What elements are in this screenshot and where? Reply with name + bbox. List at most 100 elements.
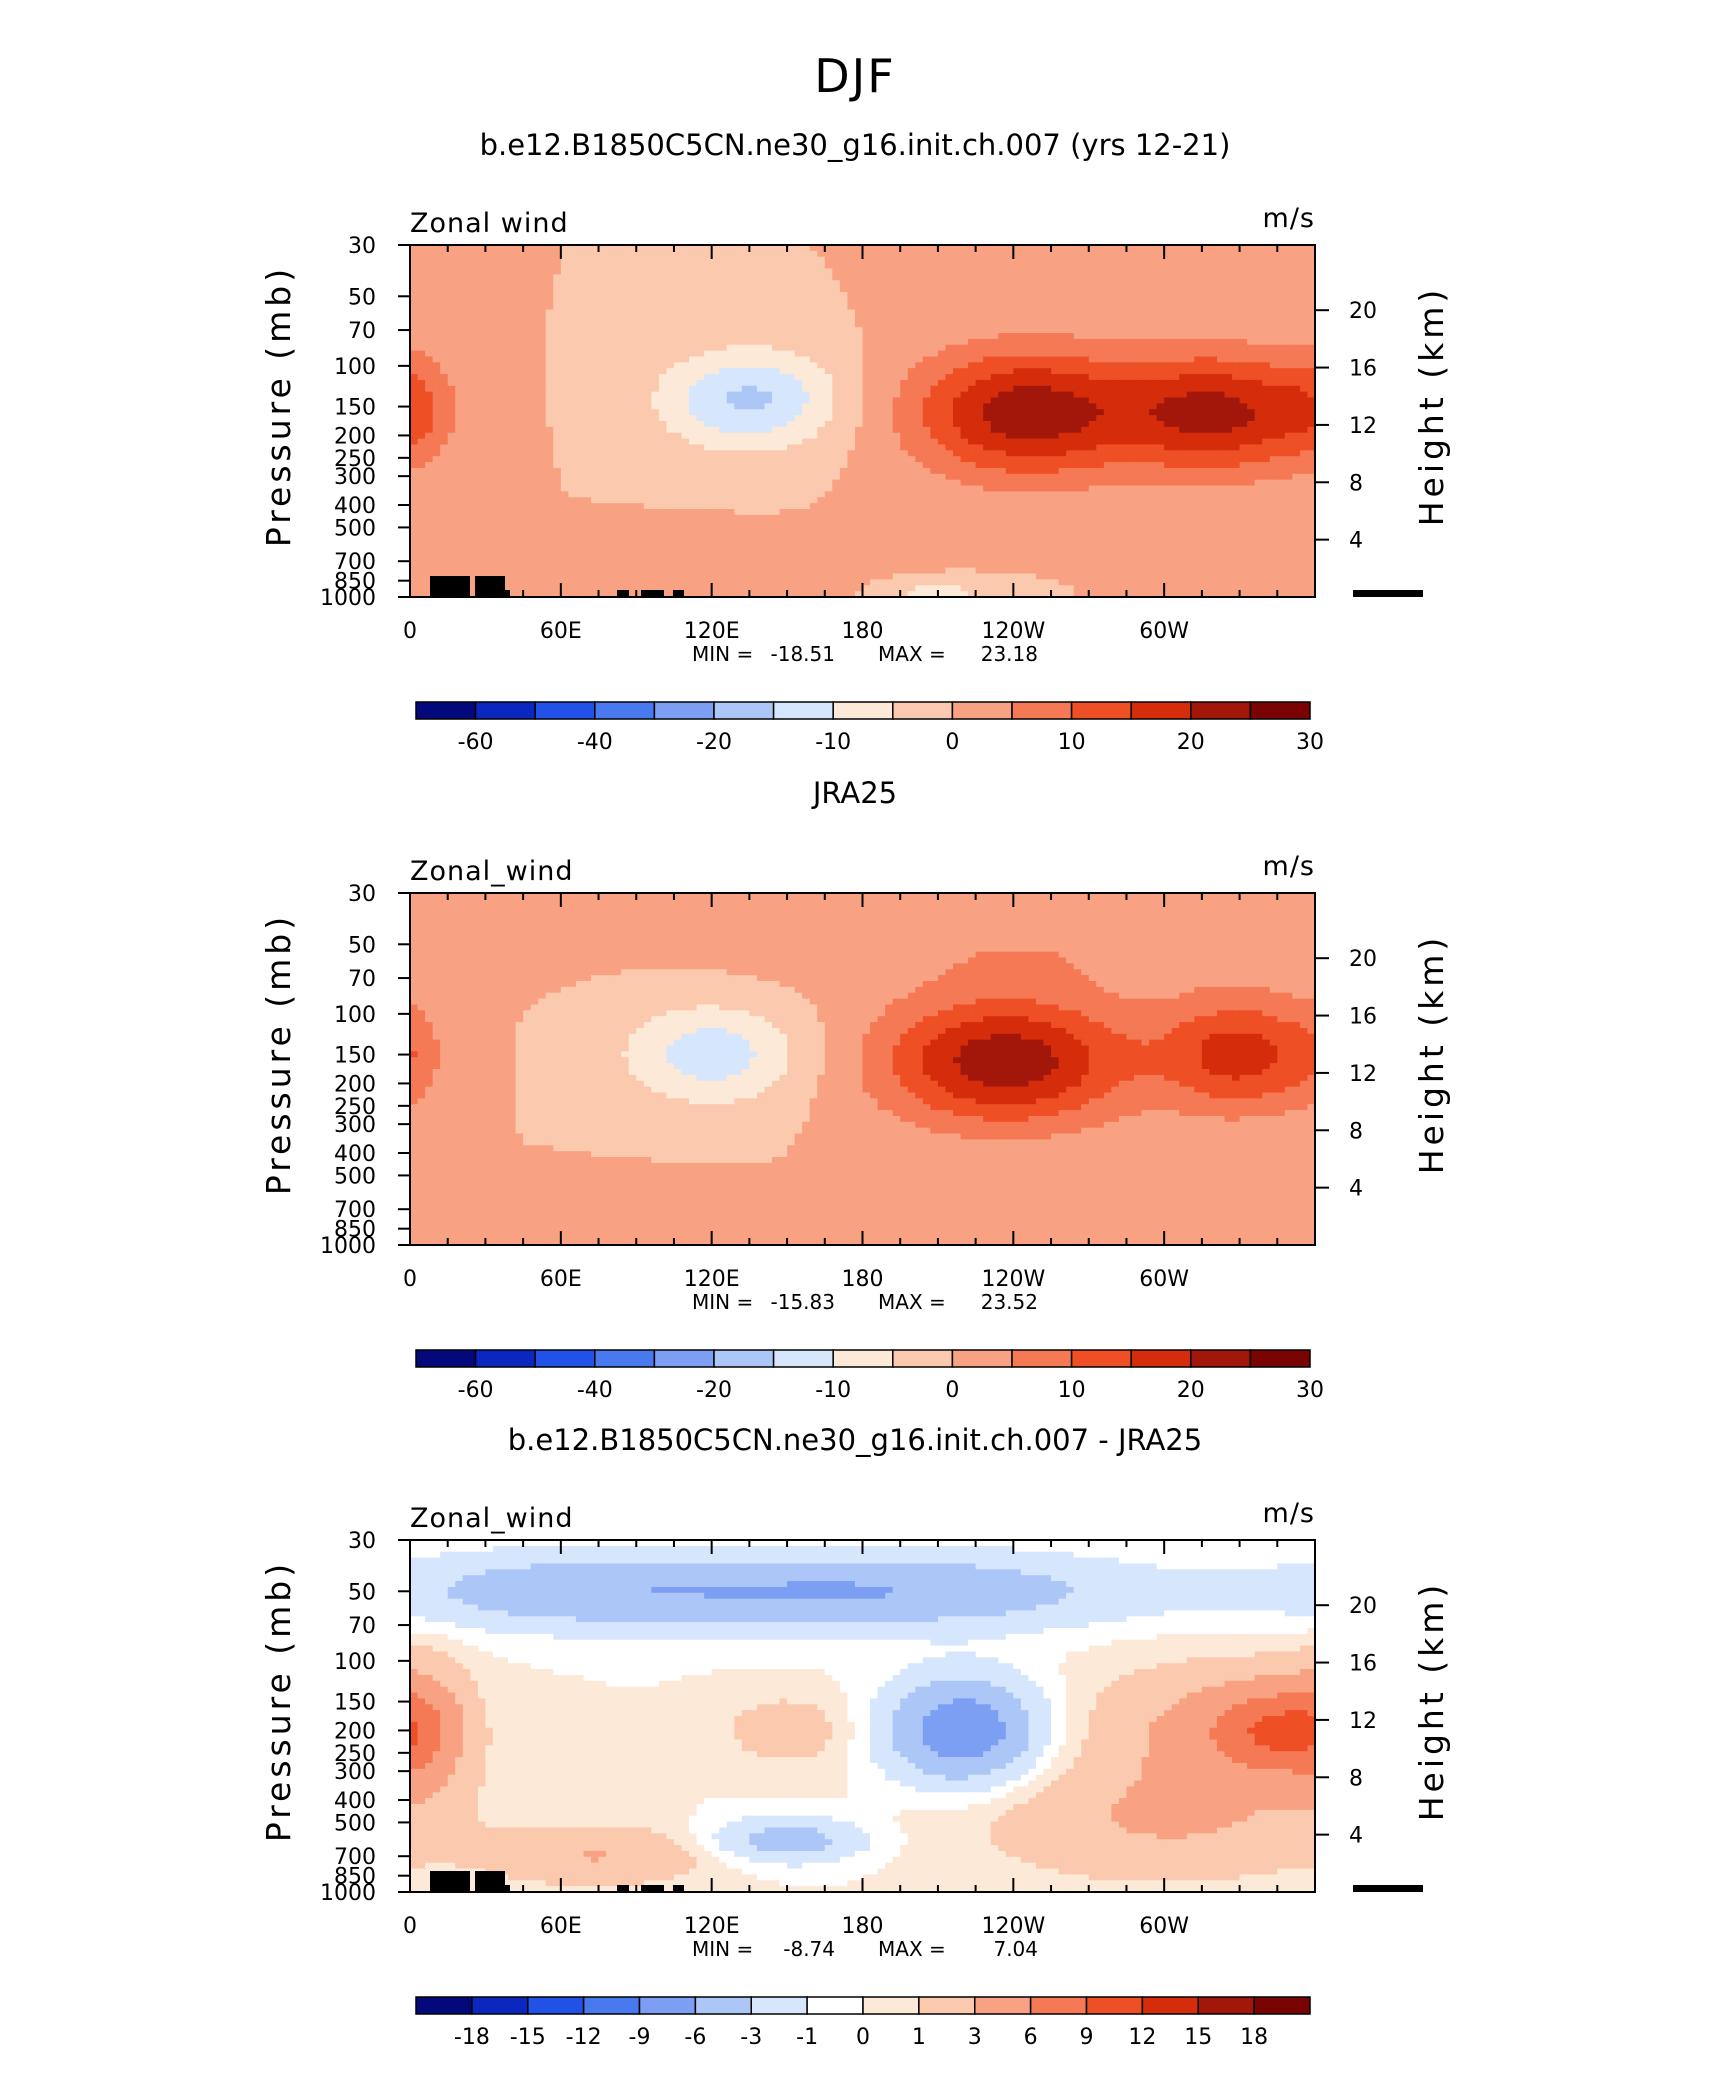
field-cell	[1013, 286, 1022, 293]
field-cell	[1051, 456, 1060, 463]
field-cell	[794, 268, 803, 275]
field-cell	[1179, 391, 1188, 399]
field-cell	[628, 409, 637, 416]
field-cell	[440, 391, 449, 399]
field-cell	[591, 309, 600, 316]
field-cell	[719, 280, 728, 287]
field-cell	[1088, 338, 1097, 346]
field-cell	[1292, 450, 1301, 457]
field-cell	[1134, 467, 1143, 475]
field-cell	[704, 280, 713, 287]
field-cell	[1043, 479, 1052, 487]
field-cell	[666, 379, 675, 387]
field-cell	[749, 280, 758, 287]
field-cell	[447, 426, 456, 434]
field-cell	[930, 426, 939, 434]
field-cell	[1224, 415, 1233, 422]
field-cell	[1209, 421, 1218, 428]
field-cell	[726, 338, 735, 346]
field-cell	[998, 462, 1007, 469]
field-cell	[425, 385, 434, 393]
field-cell	[847, 479, 856, 487]
field-cell	[410, 432, 419, 440]
field-cell	[809, 315, 818, 322]
field-cell	[862, 397, 871, 404]
field-cell	[447, 350, 456, 358]
field-cell	[485, 274, 494, 281]
field-cell	[689, 450, 698, 457]
field-cell	[809, 321, 818, 328]
field-cell	[1043, 309, 1052, 316]
field-cell	[568, 333, 577, 340]
field-cell	[1066, 467, 1075, 475]
field-cell	[953, 462, 962, 469]
field-cell	[553, 421, 562, 428]
field-cell	[1020, 438, 1030, 446]
field-cell	[1232, 415, 1241, 422]
field-cell	[1254, 250, 1263, 258]
field-cell	[523, 256, 532, 264]
field-cell	[1028, 315, 1037, 322]
field-cell	[1216, 280, 1226, 287]
field-cell	[870, 403, 879, 410]
field-cell	[1081, 321, 1090, 328]
field-cell	[425, 274, 434, 281]
field-cell	[749, 397, 758, 404]
field-cell	[598, 250, 607, 258]
field-cell	[1209, 315, 1218, 322]
field-cell	[862, 245, 871, 252]
field-cell	[862, 403, 871, 410]
field-cell	[953, 426, 962, 434]
field-cell	[824, 286, 833, 293]
field-cell	[1194, 309, 1203, 316]
field-cell	[885, 374, 894, 381]
field-cell	[794, 467, 803, 475]
field-cell	[900, 362, 909, 369]
field-cell	[847, 274, 856, 281]
field-cell	[658, 309, 668, 316]
field-cell	[651, 473, 660, 481]
field-cell	[666, 479, 675, 487]
field-cell	[1111, 426, 1120, 434]
field-cell	[673, 403, 683, 410]
field-cell	[417, 421, 426, 428]
field-cell	[1284, 432, 1293, 440]
field-cell	[741, 374, 750, 381]
field-cell	[651, 262, 660, 270]
field-cell	[628, 309, 637, 316]
field-cell	[734, 438, 743, 446]
field-cell	[726, 250, 735, 258]
field-cell	[1051, 303, 1060, 311]
field-cell	[673, 473, 683, 481]
field-cell	[455, 297, 464, 305]
field-cell	[523, 344, 532, 352]
field-cell	[1051, 362, 1060, 369]
field-cell	[1164, 256, 1173, 264]
field-cell	[432, 315, 441, 322]
field-cell	[545, 444, 554, 451]
field-cell	[990, 350, 999, 358]
field-cell	[1164, 333, 1173, 340]
field-cell	[1277, 479, 1286, 487]
field-cell	[681, 350, 690, 358]
field-cell	[1066, 315, 1075, 322]
field-cell	[1149, 338, 1158, 346]
field-cell	[907, 456, 916, 463]
field-cell	[1171, 344, 1180, 352]
field-cell	[764, 333, 773, 340]
field-cell	[915, 426, 924, 434]
field-cell	[915, 391, 924, 399]
field-cell	[628, 473, 637, 481]
field-cell	[1073, 303, 1082, 311]
field-cell	[862, 485, 871, 492]
field-cell	[870, 368, 879, 375]
field-cell	[432, 426, 441, 434]
field-cell	[658, 421, 668, 428]
field-cell	[530, 456, 539, 463]
field-cell	[553, 462, 562, 469]
field-cell	[621, 356, 630, 363]
field-cell	[719, 374, 728, 381]
field-cell	[1194, 297, 1203, 305]
field-cell	[583, 432, 592, 440]
field-cell	[538, 250, 547, 258]
